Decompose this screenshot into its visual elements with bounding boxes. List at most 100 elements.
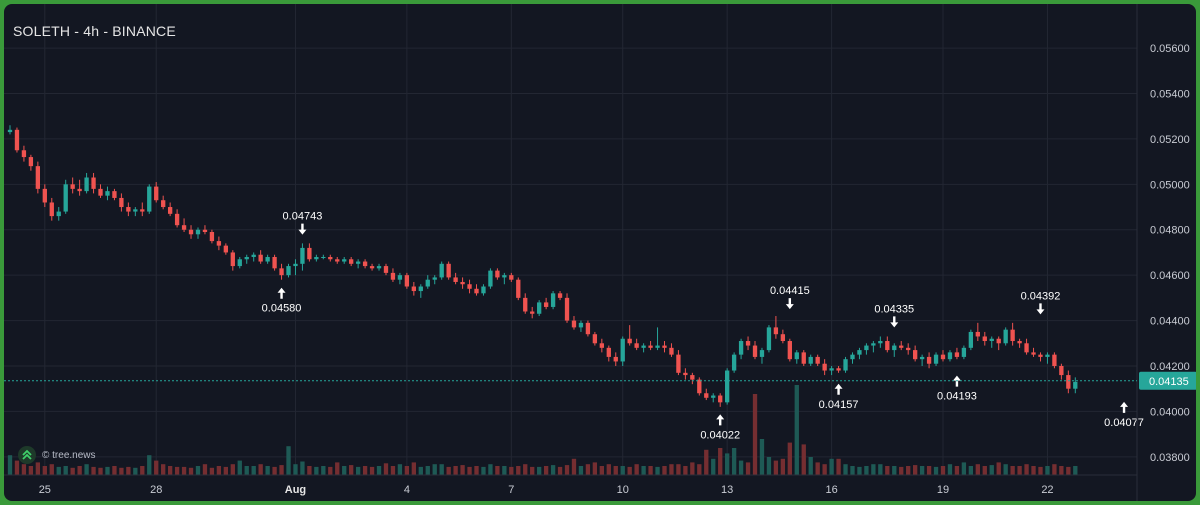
- candle-body: [56, 211, 61, 217]
- y-tick-label: 0.04000: [1150, 406, 1190, 418]
- candle-body: [35, 166, 41, 189]
- volume-bar: [530, 466, 535, 475]
- volume-bar: [634, 464, 639, 475]
- candle-body: [571, 320, 577, 328]
- volume-bar: [126, 466, 131, 475]
- volume-bar: [871, 464, 876, 475]
- candle-body: [655, 345, 660, 348]
- candle-body: [550, 293, 556, 307]
- arrow-down-icon: [785, 298, 794, 310]
- candle-body: [307, 247, 312, 260]
- candle-body: [926, 356, 932, 364]
- candle-body: [432, 277, 437, 280]
- volume-bar: [543, 466, 549, 475]
- volume-bar: [662, 466, 667, 475]
- candle-body: [272, 256, 277, 269]
- candle-body: [738, 341, 744, 355]
- volume-bar: [307, 466, 312, 475]
- volume-bar: [899, 466, 904, 475]
- volume-bar: [1066, 466, 1071, 475]
- annotation-label: 0.04743: [283, 211, 323, 223]
- annotation-label: 0.04193: [937, 391, 977, 403]
- candle-body: [453, 277, 458, 282]
- candle-body: [77, 188, 82, 192]
- volume-bar: [397, 464, 403, 475]
- volume-bar: [237, 460, 242, 475]
- candle-body: [669, 347, 674, 355]
- volume-bar: [704, 449, 709, 475]
- x-tick-label: 13: [721, 484, 733, 496]
- annotation-label: 0.04580: [262, 303, 302, 315]
- candle-body: [968, 331, 974, 348]
- candle-body: [237, 259, 242, 267]
- candle-body: [279, 268, 284, 276]
- candle-body: [446, 263, 451, 278]
- candle-body: [495, 270, 500, 278]
- volume-bar: [321, 466, 326, 475]
- candle-body: [362, 261, 368, 267]
- volume-bar: [829, 458, 834, 475]
- candle-body: [961, 347, 967, 357]
- volume-bar: [620, 466, 625, 475]
- candle-body: [439, 263, 444, 278]
- volume-bar: [550, 465, 556, 475]
- y-tick-label: 0.04600: [1150, 270, 1190, 282]
- candle-body: [355, 261, 361, 264]
- volume-bar: [216, 466, 222, 475]
- candle-body: [209, 232, 215, 242]
- x-tick-label: 22: [1041, 484, 1053, 496]
- volume-bar: [759, 439, 765, 475]
- volume-bar: [878, 464, 883, 475]
- volume-bar: [35, 462, 41, 475]
- last-price-label: 0.04135: [1149, 376, 1189, 388]
- volume-bar: [787, 442, 792, 475]
- price-chart[interactable]: 0.04743 0.04580 0.04415 0.04022 0.04335 0.041…: [4, 4, 1196, 501]
- candle-body: [1045, 354, 1050, 357]
- volume-bar: [718, 448, 723, 475]
- volume-bar: [105, 466, 110, 475]
- volume-bar: [300, 461, 305, 475]
- volume-bar: [84, 464, 89, 475]
- volume-bar: [1017, 466, 1022, 475]
- volume-bar: [272, 466, 277, 475]
- watermark-text: © tree.news: [42, 449, 96, 461]
- candle-body: [119, 197, 124, 208]
- x-tick-label: Aug: [285, 484, 306, 496]
- volume-bar: [119, 467, 124, 475]
- candle-body: [592, 334, 598, 344]
- volume-bar: [933, 466, 939, 475]
- candle-body: [794, 352, 799, 360]
- volume-bar: [968, 466, 974, 475]
- volume-bar: [961, 462, 967, 475]
- candle-body: [467, 284, 472, 289]
- candle-body: [711, 395, 716, 398]
- volume-bar: [564, 465, 570, 475]
- candle-body: [1066, 375, 1071, 389]
- volume-bar: [780, 458, 786, 475]
- volume-bar: [815, 462, 820, 475]
- candle-body: [1024, 343, 1029, 353]
- candle-body: [878, 341, 883, 344]
- candle-body: [585, 322, 591, 335]
- volume-bar: [606, 464, 611, 475]
- candle-body: [634, 343, 639, 348]
- candle-body: [759, 350, 765, 357]
- candle-body: [425, 279, 430, 287]
- volume-bar: [822, 464, 827, 475]
- candle-body: [1003, 329, 1008, 344]
- candle-body: [321, 256, 326, 258]
- candle-body: [70, 184, 75, 189]
- candle-body: [509, 275, 514, 280]
- candle-body: [537, 302, 542, 314]
- volume-bar: [202, 464, 208, 475]
- volume-bar: [1003, 464, 1008, 475]
- candle-body: [690, 375, 695, 380]
- volume-bar: [738, 460, 744, 475]
- volume-bar: [77, 466, 82, 475]
- candle-body: [892, 345, 897, 351]
- volume-bar: [613, 466, 618, 475]
- annotation-label: 0.04157: [819, 399, 859, 411]
- candle-body: [383, 266, 389, 273]
- candle-body: [989, 338, 994, 342]
- candle-body: [195, 229, 201, 235]
